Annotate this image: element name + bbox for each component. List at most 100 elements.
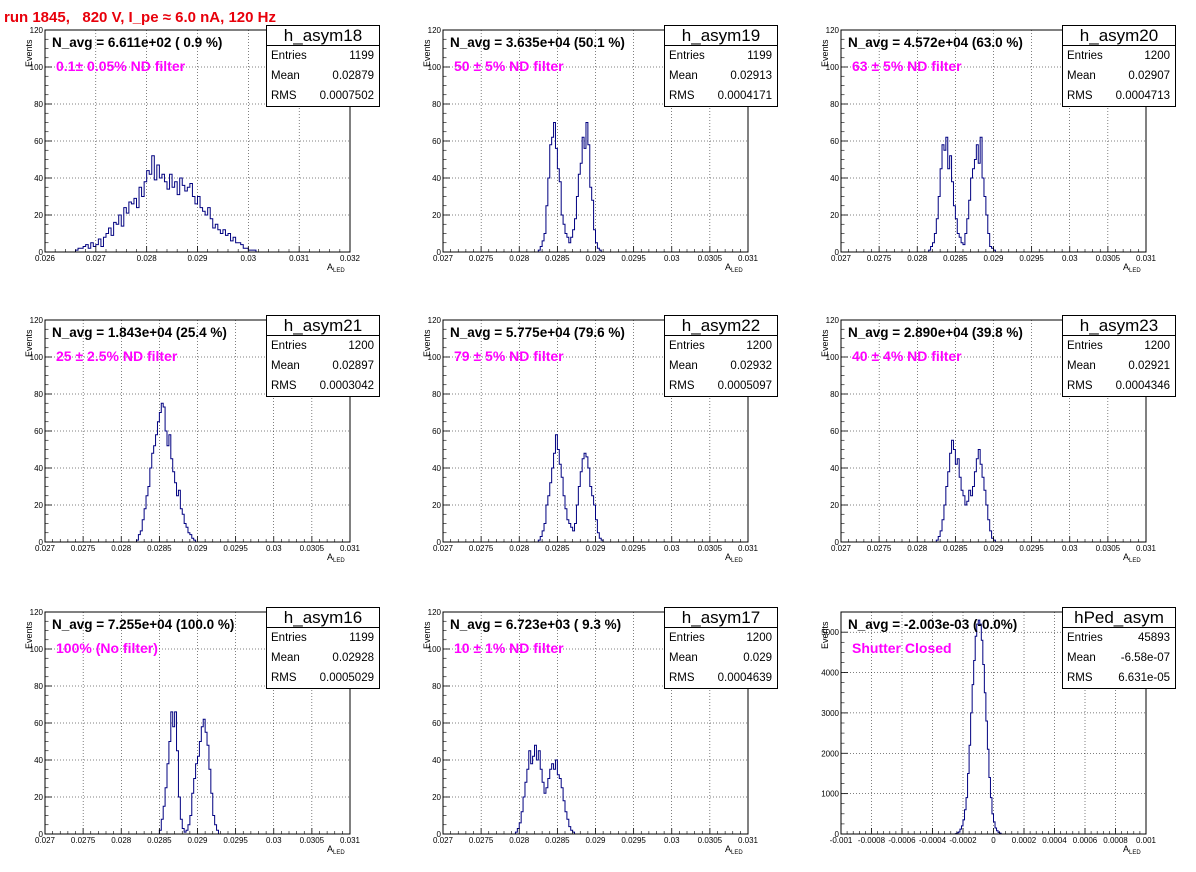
histogram-series (75, 155, 262, 253)
histogram-series (514, 744, 576, 834)
x-tick-label: 0 (991, 836, 996, 845)
stats-label: RMS (669, 380, 695, 392)
y-tick-label: 20 (830, 501, 839, 510)
x-tick-label: 0.031 (1136, 254, 1157, 263)
stats-box-name: hPed_asym (1063, 608, 1175, 628)
stats-label: RMS (1067, 380, 1093, 392)
stats-label: Entries (669, 340, 705, 352)
x-axis-label-main: A (725, 844, 732, 854)
y-tick-label: 120 (826, 316, 840, 325)
histogram-series (537, 434, 604, 542)
y-tick-label: 0 (39, 830, 44, 839)
stats-value: 0.02897 (332, 360, 374, 372)
stats-value: -6.58e-07 (1120, 652, 1170, 664)
histogram-title: N_avg = 3.635e+04 (50.1 %) (450, 35, 625, 50)
y-tick-label: 5000 (821, 628, 839, 637)
filter-annotation: 25 ± 2.5% ND filter (56, 348, 178, 364)
x-tick-label: 0.029 (585, 544, 606, 553)
stats-label: RMS (271, 672, 297, 684)
stats-row-entries: Entries 45893 (1063, 628, 1175, 648)
x-tick-label: 0.029 (983, 254, 1004, 263)
stats-value: 1200 (746, 340, 772, 352)
x-tick-label: 0.0295 (223, 544, 248, 553)
y-tick-label: 60 (34, 427, 43, 436)
stats-value: 0.0007502 (319, 90, 374, 102)
x-axis-label-subscript: LED (1129, 558, 1141, 564)
y-tick-label: 0 (437, 538, 442, 547)
x-tick-label: 0.029 (983, 544, 1004, 553)
stats-row-mean: Mean -6.58e-07 (1063, 648, 1175, 668)
histogram-panel-h_asym22: 0.027 0.0275 0.028 0.0285 0.029 0.0295 0.03 0.0… (398, 290, 796, 580)
filter-annotation: 63 ± 5% ND filter (852, 58, 962, 74)
stats-value: 0.0004171 (717, 90, 772, 102)
stats-value: 0.0004639 (717, 672, 772, 684)
stats-row-rms: RMS 0.0005029 (267, 668, 379, 688)
histogram-title: N_avg = 2.890e+04 (39.8 %) (848, 325, 1023, 340)
y-tick-label: 40 (432, 464, 441, 473)
x-tick-label: 0.03 (664, 544, 680, 553)
stats-box: h_asym18 Entries 1199 Mean 0.02879 RMS 0.00075… (266, 25, 380, 107)
stats-label: Entries (271, 632, 307, 644)
x-tick-label: 0.0295 (621, 836, 646, 845)
y-axis-label: Events (422, 39, 432, 67)
x-tick-label: 0.027 (433, 544, 454, 553)
x-tick-label: -0.0002 (949, 836, 977, 845)
stats-row-entries: Entries 1199 (267, 46, 379, 66)
x-tick-label: 0.031 (289, 254, 310, 263)
x-tick-label: 0.03 (1062, 544, 1078, 553)
y-tick-label: 20 (432, 211, 441, 220)
x-axis-label: ALED (725, 844, 743, 856)
stats-box: hPed_asym Entries 45893 Mean -6.58e-07 RMS 6.6… (1062, 607, 1176, 689)
stats-row-rms: RMS 0.0005097 (665, 376, 777, 396)
x-tick-label: 0.027 (831, 544, 852, 553)
stats-label: Mean (669, 652, 698, 664)
y-tick-label: 120 (30, 26, 44, 35)
y-tick-label: 40 (34, 464, 43, 473)
x-axis-label: ALED (1123, 844, 1141, 856)
stats-row-entries: Entries 1200 (1063, 336, 1175, 356)
histogram-title: N_avg = 1.843e+04 (25.4 %) (52, 325, 227, 340)
stats-row-entries: Entries 1199 (665, 46, 777, 66)
x-axis-label: ALED (1123, 552, 1141, 564)
x-tick-label: 0.0305 (698, 544, 723, 553)
stats-label: Mean (1067, 70, 1096, 82)
y-tick-label: 40 (432, 174, 441, 183)
x-tick-label: 0.03 (266, 836, 282, 845)
x-tick-label: 0.028 (509, 254, 530, 263)
filter-annotation: 0.1± 0.05% ND filter (56, 58, 186, 74)
x-axis-label-subscript: LED (731, 850, 743, 856)
x-tick-label: 0.031 (738, 836, 759, 845)
y-tick-label: 40 (34, 756, 43, 765)
y-tick-label: 80 (34, 682, 43, 691)
x-tick-label: 0.0275 (469, 544, 494, 553)
stats-value: 0.02907 (1128, 70, 1170, 82)
stats-label: Mean (271, 360, 300, 372)
y-tick-label: 120 (30, 608, 44, 617)
y-tick-label: 40 (830, 174, 839, 183)
stats-value: 1200 (1144, 340, 1170, 352)
x-axis-label-subscript: LED (1129, 850, 1141, 856)
stats-label: Mean (669, 360, 698, 372)
x-tick-label: 0.0295 (621, 254, 646, 263)
stats-row-entries: Entries 1200 (1063, 46, 1175, 66)
x-tick-label: 0.031 (340, 544, 361, 553)
stats-value: 1199 (349, 50, 374, 62)
y-axis-label: Events (422, 621, 432, 649)
x-tick-label: 0.029 (187, 836, 208, 845)
stats-label: Mean (271, 70, 300, 82)
stats-value: 0.029 (743, 652, 772, 664)
x-axis-label: ALED (327, 262, 345, 274)
y-tick-label: 40 (830, 464, 839, 473)
y-tick-label: 60 (432, 427, 441, 436)
y-tick-label: 80 (34, 100, 43, 109)
stats-box: h_asym17 Entries 1200 Mean 0.029 RMS 0.0004639 (664, 607, 778, 689)
stats-box-name: h_asym23 (1063, 316, 1175, 336)
x-tick-label: 0.027 (35, 544, 56, 553)
stats-label: Entries (669, 50, 705, 62)
y-axis-label: Events (24, 621, 34, 649)
x-axis-label-main: A (725, 552, 732, 562)
y-tick-label: 80 (830, 390, 839, 399)
y-tick-label: 1000 (821, 790, 839, 799)
y-tick-label: 100 (826, 63, 840, 72)
y-tick-label: 0 (437, 248, 442, 257)
